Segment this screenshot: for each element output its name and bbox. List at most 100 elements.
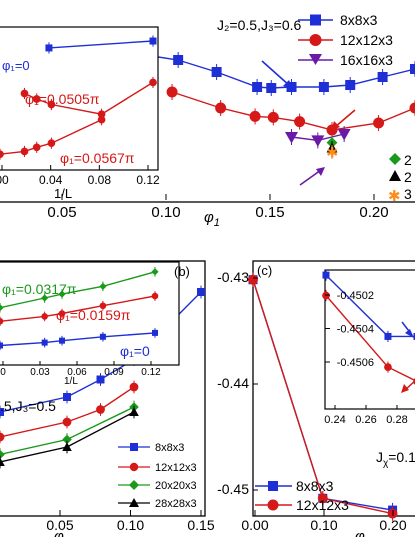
top-panel: ✱ 0.05 0.10 0.15 0.20 J₂=0.5,J₃=0.6 8x8x3 1… xyxy=(0,12,415,229)
top-x-tick-label-2: 0.15 xyxy=(255,204,284,221)
bl-point-3-0 xyxy=(0,457,5,466)
bottom-left-annotation: .5,J₃=0.5 xyxy=(0,398,56,414)
top-legend-label-12x12x3: 12x12x3 xyxy=(340,32,393,48)
bl-panel-label: (b) xyxy=(174,264,190,279)
bottom-right-inset-frame xyxy=(324,269,415,410)
top-inset-point-2-0 xyxy=(0,150,4,159)
top-inset-point-1-0 xyxy=(20,89,29,98)
top-panel-frame xyxy=(0,201,415,203)
br-y-tick-label-1: -0.44 xyxy=(217,375,249,391)
bottom-right-inset: 0.24 0.26 0.28 -0.4502 -0.4504 -0.4506 xyxy=(322,269,415,426)
top-legend-entry-16x16x3: 16x16x3 xyxy=(298,52,393,68)
bl-inset-point-1-2 xyxy=(58,310,66,317)
bl-inset-x-tick-label-0: 0 xyxy=(0,367,6,378)
bottom-right-xlabel: φ1 xyxy=(355,528,371,537)
br-x-tick-label-2: 0.20 xyxy=(379,517,406,533)
bl-legend-label-12x12x3: 12x12x3 xyxy=(155,462,197,474)
top-inset-x-ticks: 00 0.04 0.08 0.12 xyxy=(0,165,160,187)
br-y-tick-label-0: -0.43 xyxy=(217,269,249,285)
br-inset-point-0-2 xyxy=(413,332,415,340)
bl-inset-point-1-3 xyxy=(99,302,107,310)
bl-x-tick-label-2: 0.15 xyxy=(187,517,214,533)
br-inset-point-1-1 xyxy=(384,363,392,371)
bl-inset-point-0-1 xyxy=(41,294,49,302)
br-inset-y-tick-label-2: -0.4506 xyxy=(337,357,374,369)
br-legend-label-8x8x3: 8x8x3 xyxy=(296,478,334,494)
bottom-right-inset-y-ticks: -0.4502 -0.4504 -0.4506 xyxy=(325,290,374,369)
bl-legend-entry-20x20x3: 20x20x3 xyxy=(118,480,197,492)
top-inset-point-1-4 xyxy=(149,78,157,87)
bl-point-0-4 xyxy=(197,288,205,296)
top-inset-xlabel: 1/L xyxy=(54,186,72,201)
br-legend-label-12x12x3: 12x12x3 xyxy=(296,497,349,513)
top-point-0-4 xyxy=(266,83,277,93)
br-x-tick-label-0: 0.00 xyxy=(241,517,268,533)
bl-series-line-1 xyxy=(0,386,135,438)
bl-legend-entry-12x12x3: 12x12x3 xyxy=(118,462,197,474)
top-point-1-2 xyxy=(249,110,261,122)
side-legend-label-3: 3 xyxy=(404,186,412,202)
br-inset-x-tick-label-0: 0.24 xyxy=(324,414,345,426)
top-inset-label-phi0: φ₁=0 xyxy=(2,58,30,73)
bl-inset-point-0-3 xyxy=(99,282,107,290)
bl-inset-point-2-3 xyxy=(99,333,106,340)
top-x-tick-label-0: 0.05 xyxy=(47,204,76,221)
top-inset-frame xyxy=(0,26,159,171)
bottom-left-inset-x-ticks: 0 0.03 0.06 0.09 0.12 xyxy=(0,361,161,378)
bl-point-1-1 xyxy=(62,417,72,427)
bottom-left-inset-frame xyxy=(0,261,180,366)
bl-x-tick-label-1: 0.10 xyxy=(117,517,144,533)
br-y-tick-label-2: -0.45 xyxy=(217,481,249,497)
br-x-tick-label-1: 0.10 xyxy=(310,517,337,533)
bl-inset-xlabel: 1/L xyxy=(64,376,78,387)
br-inset-y-tick-label-0: -0.4502 xyxy=(337,290,374,302)
bottom-left-x-ticks: 0.05 0.10 0.15 xyxy=(46,510,215,533)
br-inset-arrows xyxy=(401,321,415,393)
br-legend-entry-8x8x3: 8x8x3 xyxy=(255,478,334,494)
br-inset-x-tick-label-2: 0.28 xyxy=(386,414,407,426)
top-series-line-1 xyxy=(171,91,415,131)
top-annotation: J₂=0.5,J₃=0.6 xyxy=(217,17,302,33)
top-x-tick-label-1: 0.10 xyxy=(151,204,180,221)
top-inset-point-0-1 xyxy=(149,37,157,45)
bl-inset-x-tick-label-2: 0.06 xyxy=(67,367,87,378)
bl-inset-point-1-4 xyxy=(151,292,159,300)
br-point-1-0 xyxy=(248,274,258,285)
top-series-line-0 xyxy=(151,55,415,89)
br-inset-x-tick-label-1: 0.26 xyxy=(355,414,376,426)
top-point-1-0 xyxy=(166,86,178,98)
bottom-left-frame xyxy=(0,260,206,517)
bl-legend-label-20x20x3: 20x20x3 xyxy=(155,480,197,492)
top-inset: 00 0.04 0.08 0.12 1/L φ₁=0 φ₁=0.0505π φ₁=0.… xyxy=(0,26,160,201)
top-point-0-8 xyxy=(377,72,388,82)
bl-inset-point-1-0 xyxy=(0,317,4,325)
top-x-ticks: 0.05 0.10 0.15 0.20 xyxy=(47,194,389,221)
top-inset-series-line-0 xyxy=(48,40,154,49)
bl-inset-x-tick-label-1: 0.03 xyxy=(30,367,50,378)
top-point-2-2 xyxy=(337,129,351,141)
bl-inset-point-2-1 xyxy=(41,339,48,346)
top-inset-point-2-2 xyxy=(32,143,41,152)
top-inset-point-2-4 xyxy=(97,115,106,124)
bl-inset-label-phi0: φ₁=0 xyxy=(120,343,150,359)
top-point-0-9 xyxy=(410,64,415,74)
top-inset-point-1-2 xyxy=(47,100,56,109)
top-inset-label-phi0567: φ₁=0.0567π xyxy=(60,150,135,166)
bl-inset-point-1-1 xyxy=(41,313,48,320)
bottom-left-legend: 8x8x3 12x12x3 20x20x3 28x28x3 xyxy=(118,442,197,510)
top-inset-x-tick-label-0: 00 xyxy=(0,173,9,187)
top-point-1-6 xyxy=(373,117,385,129)
br-annotation: Jχ=0.15 xyxy=(376,449,415,469)
bl-inset-point-0-0 xyxy=(0,304,4,312)
top-x-tick-label-3: 0.20 xyxy=(359,204,388,221)
top-extra-point-2: ✱ xyxy=(326,145,338,161)
bl-inset-label-phi0317: φ₁=0.0317π xyxy=(2,281,77,297)
bl-point-1-3 xyxy=(129,382,139,392)
bottom-right-x-ticks: 0.00 0.10 0.20 xyxy=(241,510,407,533)
top-xlabel: φ1 xyxy=(204,209,220,229)
bottom-left-inset: 0 0.03 0.06 0.09 0.12 1/L φ₁=0.0317π φ₁=0.01… xyxy=(0,261,190,387)
bl-legend-label-28x28x3: 28x28x3 xyxy=(155,498,197,510)
top-point-1-3 xyxy=(267,111,279,123)
top-point-1-4 xyxy=(294,116,306,128)
